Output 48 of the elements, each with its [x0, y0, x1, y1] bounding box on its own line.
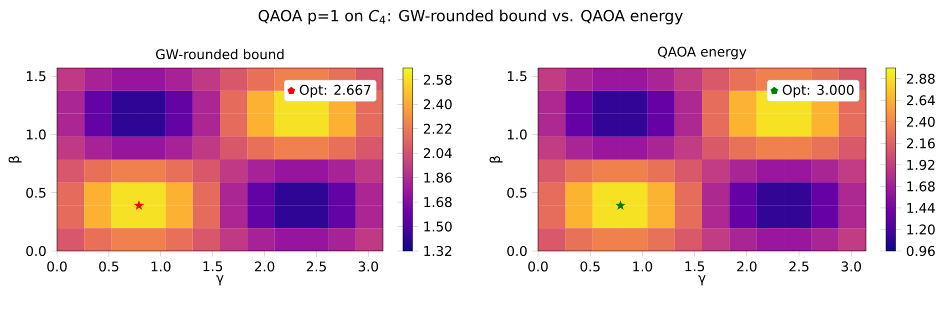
y-tick-label: 0.0 [26, 246, 46, 256]
y-axis-title: β [8, 156, 22, 162]
x-axis-title: γ [216, 275, 224, 286]
color-bar-label: 1.44 [907, 203, 935, 213]
color-bar-label: 1.50 [424, 221, 452, 232]
chart-title: GW-rounded bound [156, 48, 284, 60]
x-tick-label: 2.0 [254, 261, 274, 272]
color-bar-label: 1.92 [907, 160, 934, 170]
color-bar-label: 2.16 [906, 138, 935, 148]
y-tick-label: 1.0 [508, 129, 527, 140]
color-bar-label: 0.96 [906, 246, 935, 256]
color-bar-label: 2.40 [906, 116, 935, 127]
x-tick-label: 2.5 [306, 261, 326, 272]
color-bar-label: 1.20 [907, 224, 935, 235]
x-tick-label: 0.5 [99, 261, 118, 272]
y-tick-label: 1.5 [26, 71, 46, 82]
color-bar-label: 1.32 [424, 246, 452, 256]
y-axis-title: β [490, 156, 503, 162]
x-tick-label: 2.5 [789, 261, 808, 272]
y-tick-label: 0.5 [507, 188, 526, 198]
x-tick-label: 3.0 [842, 261, 861, 272]
color-bar-label: 1.86 [424, 172, 452, 183]
x-tick-label: 1.0 [152, 261, 170, 272]
legend-label: Opt: 2.667 [300, 84, 370, 98]
y-tick-label: 0.5 [26, 188, 46, 198]
x-axis-title: γ [698, 275, 706, 286]
legend-label: Opt: 3.000 [782, 84, 854, 98]
x-tick-label: 3.0 [358, 261, 378, 272]
color-bar-label: 1.68 [907, 181, 935, 192]
x-tick-label: 2.0 [737, 261, 757, 272]
text: QAOA p=1 on C$_{4}$: GW-rounded bound vs. QAOA energy [258, 10, 683, 24]
chart-title: QAOA energy [658, 46, 746, 60]
x-tick-label: 0.0 [47, 261, 67, 272]
color-bar-label: 2.88 [906, 74, 935, 84]
color-bar-label: 1.68 [424, 197, 452, 208]
x-tick-label: 0.0 [528, 261, 548, 272]
color-bar-label: 2.22 [424, 124, 452, 134]
x-tick-label: 0.5 [580, 261, 600, 272]
color-bar-label: 2.04 [424, 148, 452, 158]
color-bar-label: 2.58 [424, 74, 452, 85]
x-tick-label: 1.5 [204, 261, 222, 272]
color-bar-label: 2.64 [906, 95, 935, 106]
y-tick-label: 1.0 [26, 129, 46, 140]
y-tick-label: 1.5 [508, 71, 526, 82]
y-tick-label: 0.0 [507, 246, 527, 256]
x-tick-label: 1.0 [633, 261, 652, 272]
color-bar-label: 2.40 [424, 99, 452, 110]
x-tick-label: 1.5 [685, 261, 704, 272]
